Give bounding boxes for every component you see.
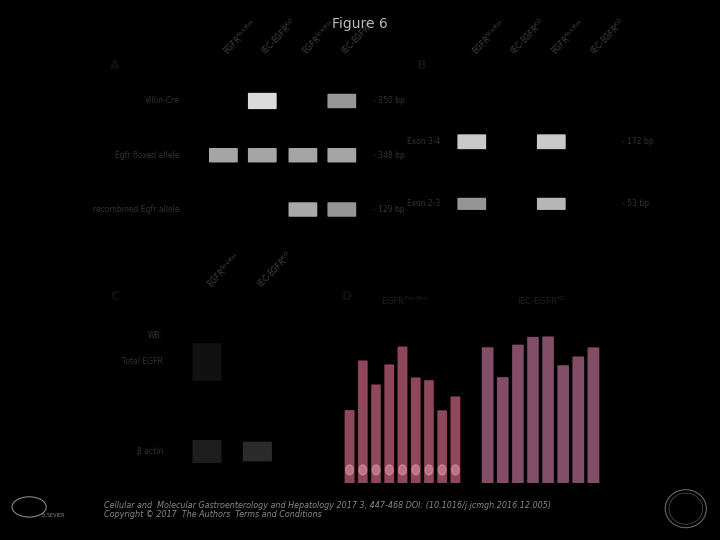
FancyBboxPatch shape (557, 366, 569, 484)
Text: IEC-EGFR$^{KO}$: IEC-EGFR$^{KO}$ (508, 16, 549, 57)
Circle shape (412, 465, 420, 475)
FancyBboxPatch shape (537, 198, 566, 210)
Text: C: C (110, 290, 120, 303)
FancyBboxPatch shape (209, 148, 238, 163)
FancyBboxPatch shape (424, 380, 433, 484)
FancyBboxPatch shape (328, 202, 356, 217)
Text: Exon 3-4: Exon 3-4 (407, 137, 441, 146)
FancyBboxPatch shape (248, 93, 276, 109)
Text: Villin-Cre: Villin-Cre (145, 97, 179, 105)
Text: EGFR$^{flox/flox}$: EGFR$^{flox/flox}$ (220, 17, 260, 57)
FancyBboxPatch shape (328, 94, 356, 108)
Text: A: A (110, 59, 120, 72)
Circle shape (451, 465, 459, 475)
FancyBboxPatch shape (372, 384, 381, 484)
FancyBboxPatch shape (289, 202, 318, 217)
Text: EGFR$^{flox/flox}$: EGFR$^{flox/flox}$ (204, 251, 244, 290)
FancyBboxPatch shape (457, 198, 486, 210)
Text: Egfr floxed allele: Egfr floxed allele (115, 151, 179, 160)
Text: - 53 bp: - 53 bp (621, 199, 649, 208)
Circle shape (372, 465, 380, 475)
Circle shape (399, 465, 406, 475)
Text: recombined Egfr allele: recombined Egfr allele (93, 205, 179, 214)
Text: EGFR$^{flox/flex}$: EGFR$^{flox/flex}$ (381, 294, 429, 307)
Circle shape (385, 465, 393, 475)
FancyBboxPatch shape (457, 134, 486, 149)
Text: IEC-EGFR$^{KO}$: IEC-EGFR$^{KO}$ (258, 16, 300, 57)
Circle shape (425, 465, 433, 475)
FancyBboxPatch shape (572, 357, 584, 484)
FancyBboxPatch shape (384, 364, 394, 484)
Text: EGFR$^{flox/flox}$: EGFR$^{flox/flox}$ (549, 17, 588, 57)
FancyBboxPatch shape (537, 134, 566, 149)
FancyBboxPatch shape (542, 336, 554, 484)
Text: IEC-EGFR$^{KO}$: IEC-EGFR$^{KO}$ (517, 294, 567, 307)
Text: D: D (342, 290, 352, 303)
Circle shape (359, 465, 366, 475)
Text: IEC-EGFR$^{KO}$: IEC-EGFR$^{KO}$ (254, 249, 295, 290)
Text: EGFR$^{flox/flox}$: EGFR$^{flox/flox}$ (300, 17, 339, 57)
FancyBboxPatch shape (411, 377, 420, 484)
Text: - 172 bp: - 172 bp (621, 137, 653, 146)
FancyBboxPatch shape (451, 396, 460, 484)
FancyBboxPatch shape (243, 442, 272, 461)
FancyBboxPatch shape (482, 347, 493, 484)
Text: Copyright © 2017  The Authors  Terms and Conditions: Copyright © 2017 The Authors Terms and C… (104, 510, 322, 519)
Text: ELSEVIER: ELSEVIER (41, 512, 65, 517)
FancyBboxPatch shape (358, 361, 367, 484)
Text: IEC-EGFR$^{KO}$: IEC-EGFR$^{KO}$ (338, 16, 379, 57)
FancyBboxPatch shape (512, 345, 523, 484)
FancyBboxPatch shape (345, 410, 354, 484)
Text: β actin: β actin (137, 447, 163, 456)
FancyBboxPatch shape (497, 377, 508, 484)
FancyBboxPatch shape (397, 347, 408, 484)
FancyBboxPatch shape (289, 148, 318, 163)
Text: - 129 bp: - 129 bp (373, 205, 405, 214)
Text: EGFR$^{flox/flox}$: EGFR$^{flox/flox}$ (469, 17, 508, 57)
FancyBboxPatch shape (588, 348, 599, 484)
FancyBboxPatch shape (328, 148, 356, 163)
Text: B: B (417, 59, 426, 72)
Text: Figure 6: Figure 6 (332, 17, 388, 31)
Text: IEC-EGFR$^{KO}$: IEC-EGFR$^{KO}$ (588, 16, 628, 57)
Text: Total EGFR: Total EGFR (122, 357, 163, 367)
Text: - 350 bp: - 350 bp (373, 97, 405, 105)
Text: WB:: WB: (148, 330, 163, 340)
Circle shape (346, 465, 354, 475)
Text: Exon 2-3: Exon 2-3 (407, 199, 441, 208)
Text: - 348 bp: - 348 bp (373, 151, 405, 160)
FancyBboxPatch shape (527, 337, 539, 484)
FancyBboxPatch shape (192, 440, 222, 463)
FancyBboxPatch shape (438, 410, 447, 484)
FancyBboxPatch shape (248, 148, 276, 163)
Text: Cellular and  Molecular Gastroenterology and Hepatology 2017 3, 447-468 DOI: (10: Cellular and Molecular Gastroenterology … (104, 501, 552, 510)
FancyBboxPatch shape (192, 343, 222, 381)
Circle shape (438, 465, 446, 475)
